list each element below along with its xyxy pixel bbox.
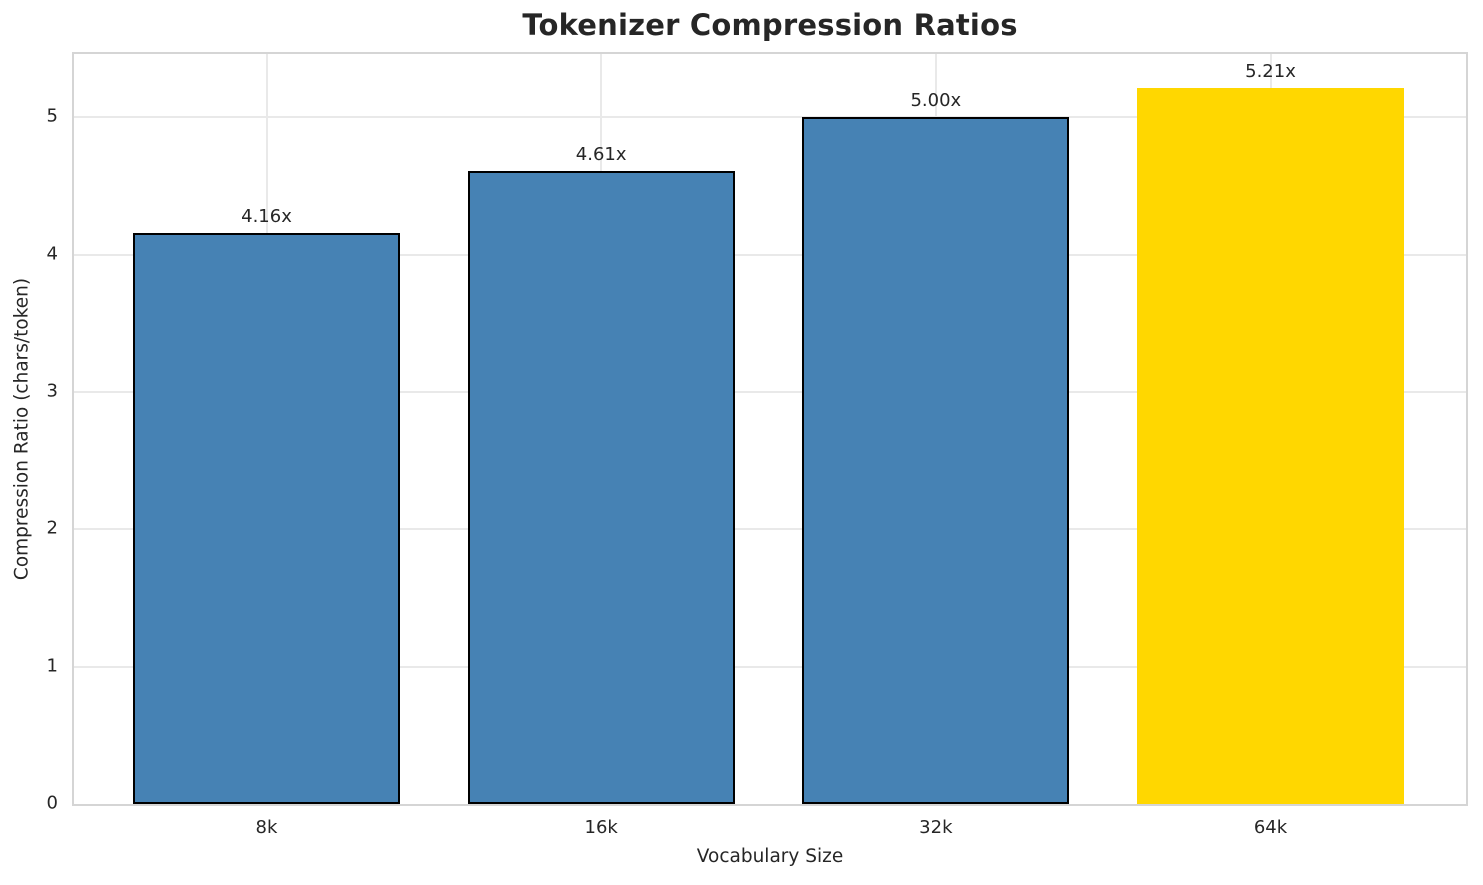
bar-value-label: 4.16x xyxy=(241,205,292,227)
bar-value-label: 5.00x xyxy=(910,90,962,112)
x-tick-label: 8k xyxy=(255,817,278,838)
y-tick-label: 5 xyxy=(46,105,58,127)
bar-value-label: 5.21x xyxy=(1245,61,1296,83)
x-tick-label: 32k xyxy=(919,817,953,838)
bar xyxy=(1137,88,1404,804)
plot-area: 4.16x 4.61x 5.00x 5.21x xyxy=(72,52,1468,806)
gridline-horizontal xyxy=(74,116,1466,119)
x-axis-label: Vocabulary Size xyxy=(696,846,844,867)
gridline-horizontal xyxy=(74,253,1466,256)
chart-title: Tokenizer Compression Ratios xyxy=(522,8,1018,42)
gridline-horizontal xyxy=(74,528,1466,531)
bar xyxy=(133,232,400,804)
y-tick-label: 1 xyxy=(46,655,58,677)
bar-value-label: 4.61x xyxy=(575,143,627,165)
y-tick-label: 0 xyxy=(46,792,58,814)
y-tick-label: 3 xyxy=(46,380,58,402)
x-tick-label: 16k xyxy=(584,817,618,838)
gridline-horizontal xyxy=(74,390,1466,393)
bar xyxy=(467,170,735,804)
y-tick-label: 2 xyxy=(46,517,58,539)
gridline-horizontal xyxy=(74,665,1466,668)
x-tick-label: 64k xyxy=(1253,817,1288,838)
bar xyxy=(802,117,1070,804)
y-tick-label: 4 xyxy=(46,242,58,264)
